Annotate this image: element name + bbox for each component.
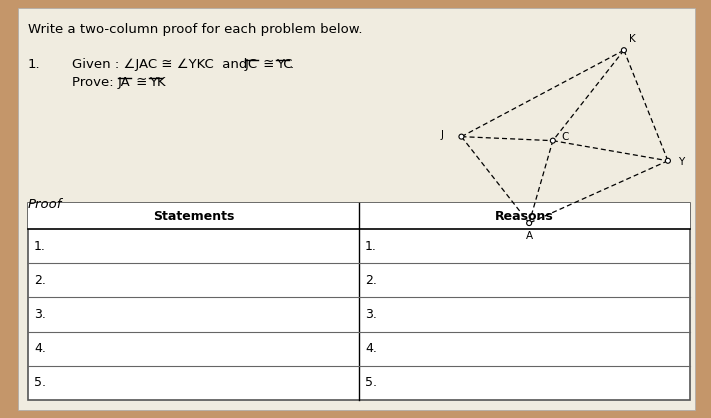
Text: 3.: 3. (34, 308, 46, 321)
Text: 1.: 1. (34, 240, 46, 252)
Text: JA: JA (118, 76, 131, 89)
Text: 1.: 1. (365, 240, 377, 252)
Text: YK: YK (149, 76, 166, 89)
Text: 2.: 2. (365, 274, 377, 287)
Text: Prove:: Prove: (72, 76, 118, 89)
Circle shape (665, 158, 670, 163)
Text: 2.: 2. (34, 274, 46, 287)
Text: Proof: Proof (28, 198, 63, 211)
Text: YC: YC (276, 58, 292, 71)
Circle shape (459, 134, 464, 139)
Bar (28, 203, 690, 229)
Circle shape (527, 221, 532, 226)
Text: ≅: ≅ (132, 76, 151, 89)
Text: J: J (441, 130, 444, 140)
Text: .: . (290, 58, 294, 71)
Text: 4.: 4. (34, 342, 46, 355)
Text: 3.: 3. (365, 308, 377, 321)
Text: Reasons: Reasons (495, 209, 554, 222)
Text: ≅: ≅ (259, 58, 279, 71)
Text: A: A (525, 231, 533, 241)
Text: Given : ∠JAC ≅ ∠YKC  and: Given : ∠JAC ≅ ∠YKC and (72, 58, 256, 71)
Text: Statements: Statements (153, 209, 234, 222)
Text: Write a two-column proof for each problem below.: Write a two-column proof for each proble… (28, 23, 363, 36)
Text: 5.: 5. (365, 376, 377, 390)
Circle shape (621, 48, 626, 53)
Text: 1.: 1. (28, 58, 41, 71)
Text: JC: JC (245, 58, 258, 71)
Text: 5.: 5. (34, 376, 46, 390)
Text: K: K (629, 34, 636, 44)
Bar (28, 203, 690, 400)
Text: Y: Y (678, 157, 685, 166)
Circle shape (550, 138, 555, 143)
Text: 4.: 4. (365, 342, 377, 355)
Text: C: C (561, 132, 569, 142)
